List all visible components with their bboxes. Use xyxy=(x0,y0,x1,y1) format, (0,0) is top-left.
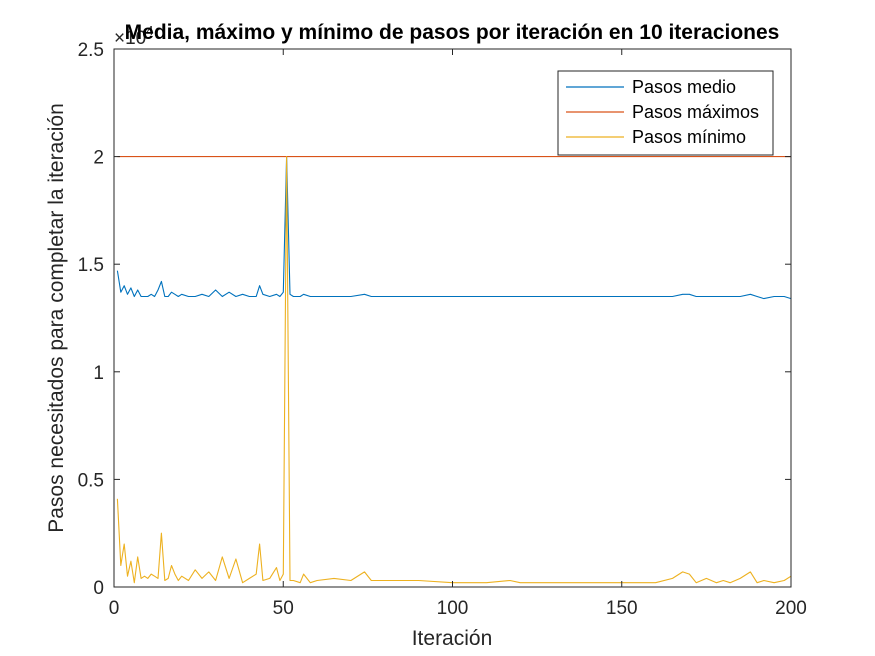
y-tick-label-5: 2.5 xyxy=(78,40,104,61)
chart-title: Media, máximo y mínimo de pasos por iter… xyxy=(125,21,780,44)
x-tick-label-2: 100 xyxy=(437,598,469,619)
series-layer xyxy=(116,156,792,584)
tick-layer: 0 50 100 150 200 0 0.5 1 1.5 2 2.5 xyxy=(78,40,807,619)
y-axis-label: Pasos necesitados para completar la iter… xyxy=(45,103,68,533)
y-exponent-power: 4 xyxy=(146,23,153,38)
x-tick-label-1: 50 xyxy=(273,598,294,619)
legend-label-pasos-maximos: Pasos máximos xyxy=(632,102,759,122)
legend-label-pasos-medio: Pasos medio xyxy=(632,77,736,97)
y-exponent-base: ×10 xyxy=(114,28,146,49)
legend-box xyxy=(557,70,774,156)
x-axis-label: Iteración xyxy=(412,627,493,650)
x-tick-label-4: 200 xyxy=(775,598,807,619)
legend-label-pasos-minimo: Pasos mínimo xyxy=(632,127,746,147)
x-tick-label-0: 0 xyxy=(109,598,120,619)
y-tick-label-2: 1 xyxy=(93,363,104,384)
y-exponent-label: ×104 xyxy=(114,23,153,49)
x-tick-label-3: 150 xyxy=(606,598,638,619)
y-tick-label-3: 1.5 xyxy=(78,255,104,276)
series-line-3 xyxy=(116,156,792,584)
series-line-1 xyxy=(116,156,792,300)
y-tick-label-4: 2 xyxy=(93,148,104,169)
y-tick-label-0: 0 xyxy=(93,578,104,599)
legend: Pasos medio Pasos máximos Pasos mínimo xyxy=(557,70,774,156)
y-tick-label-1: 0.5 xyxy=(78,470,104,491)
